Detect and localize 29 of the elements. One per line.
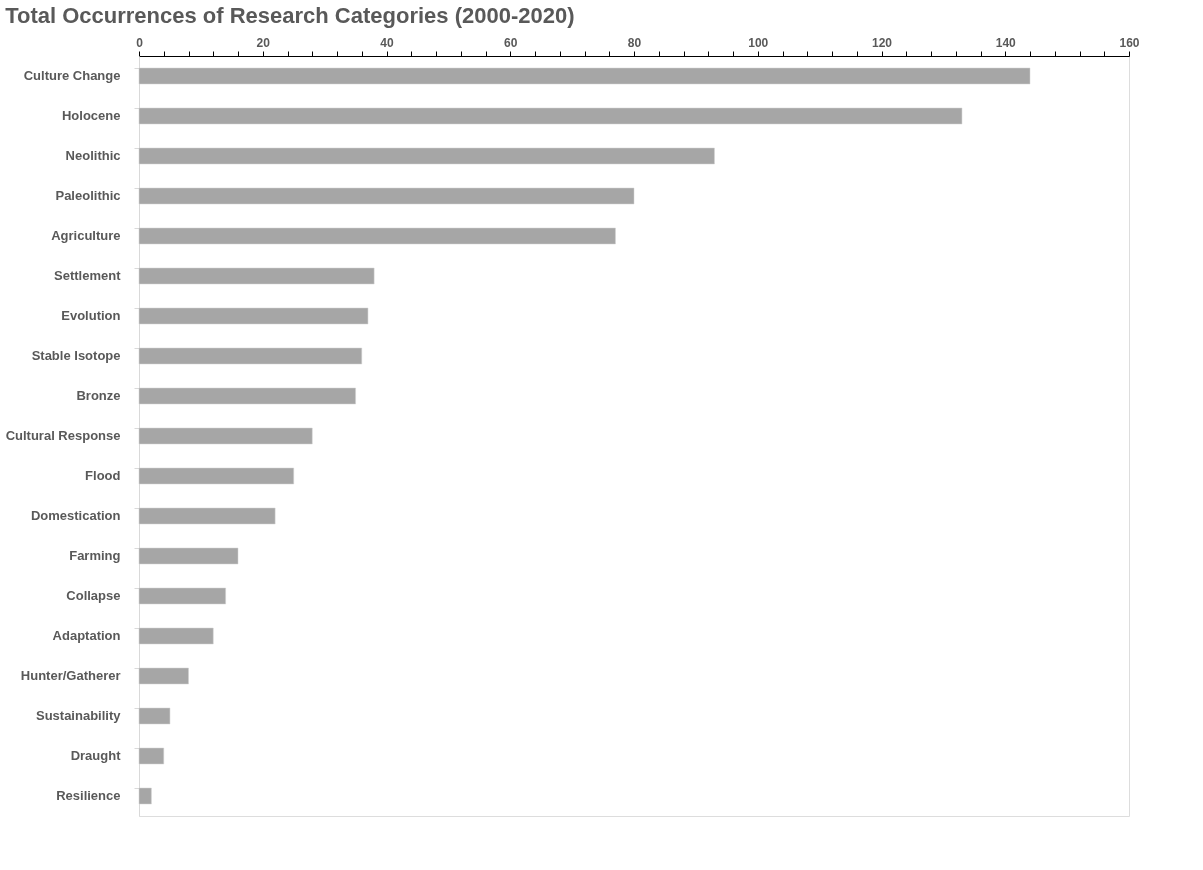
y-tick-label: Evolution [61, 308, 121, 323]
y-tick-label: Sustainability [35, 708, 122, 723]
x-tick-label: 140 [995, 35, 1017, 50]
y-tick-label: Farming [69, 548, 121, 563]
x-tick-label: 100 [748, 35, 769, 50]
y-tick-label: Bronze [76, 388, 121, 403]
x-tick-label: 60 [504, 35, 518, 50]
y-tick-label: Hunter/Gatherer [20, 668, 121, 683]
y-tick-label: Collapse [66, 588, 121, 603]
x-tick-label: 80 [627, 35, 642, 50]
x-tick-label: 20 [256, 35, 271, 50]
y-tick-label: Holocene [61, 108, 121, 123]
x-tick-label: 0 [136, 35, 144, 50]
y-tick-label: Paleolithic [55, 188, 121, 203]
x-tick-label: 120 [871, 35, 893, 50]
y-tick-label: Stable Isotope [31, 348, 121, 363]
x-tick-label: 160 [1119, 35, 1140, 50]
y-tick-label: Adaptation [52, 628, 121, 643]
y-tick-label: Neolithic [65, 148, 121, 163]
y-tick-label: Culture Change [23, 68, 121, 83]
y-tick-label: Resilience [56, 788, 121, 803]
y-tick-label: Flood [85, 468, 121, 483]
y-tick-label: Draught [70, 748, 122, 763]
y-tick-label: Domestication [30, 508, 121, 523]
y-tick-label: Settlement [54, 268, 122, 283]
y-tick-label: Agriculture [51, 228, 121, 243]
y-tick-label: Cultural Response [5, 428, 121, 443]
x-tick-label: 40 [380, 35, 394, 50]
chart-title: Total Occurrences of Research Categories (2000-2020) [5, 3, 575, 28]
